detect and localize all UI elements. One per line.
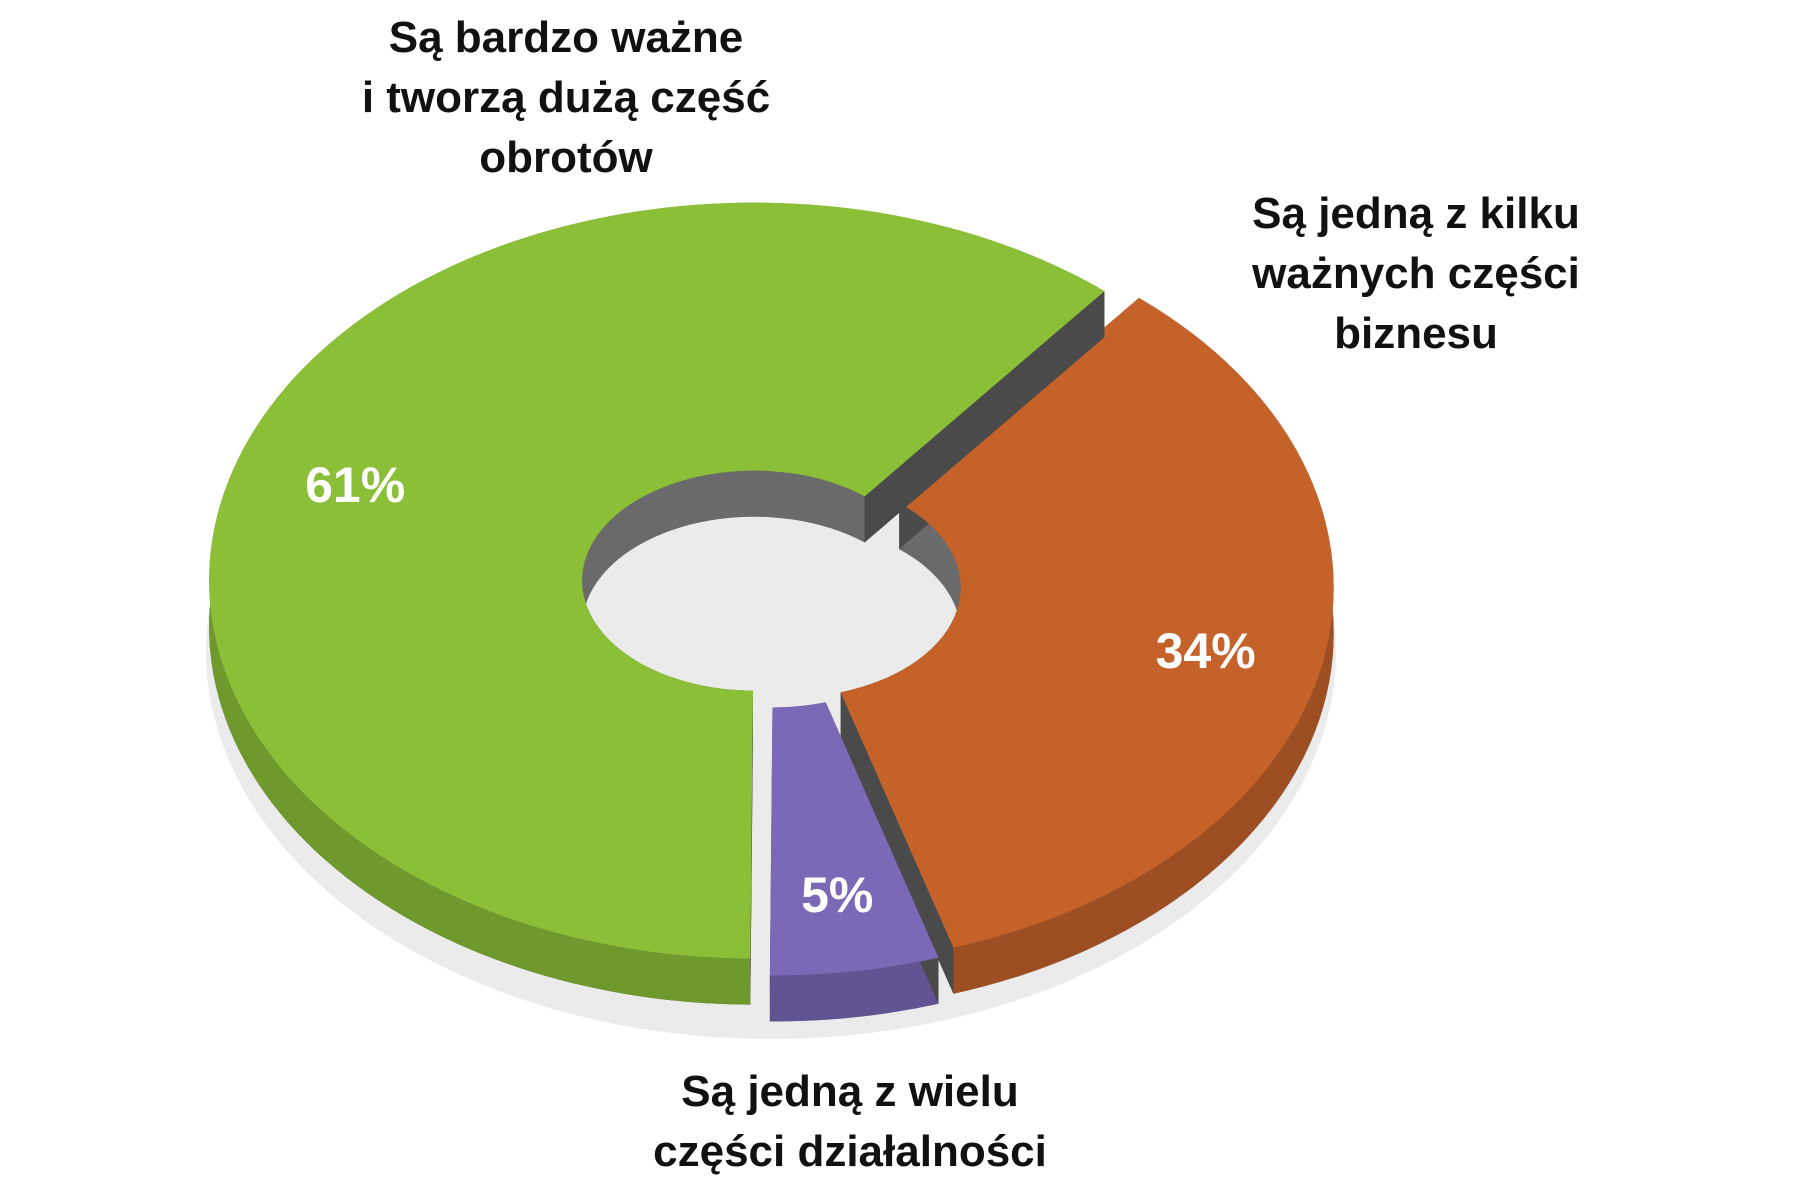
category-label: Są bardzo ważne i tworzą dużą część obro… [361,13,771,182]
slice [209,202,1105,959]
value-label: 61% [305,457,405,513]
slice-end-wall [750,690,753,1005]
value-label: 5% [801,867,873,923]
slice-outer-wall [769,957,939,1022]
category-label: Są jedną z wielu części działalności [653,1067,1047,1176]
slice [840,297,1334,948]
slice-end-wall [840,692,954,994]
slice-end-wall [864,291,1105,543]
category-label: Są jedną z kilku ważnych części biznesu [1252,189,1580,358]
value-label: 34% [1156,623,1256,679]
slice-outer-wall [953,297,1334,994]
slice [769,702,939,976]
